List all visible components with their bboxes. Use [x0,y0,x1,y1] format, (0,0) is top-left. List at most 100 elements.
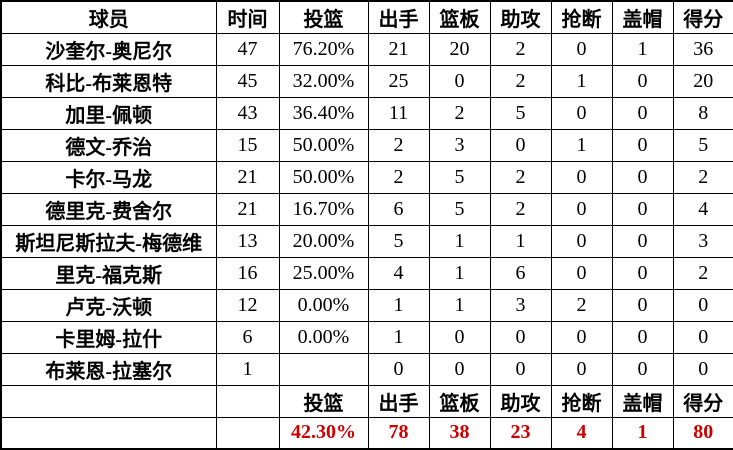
cell-steals: 0 [550,96,613,130]
table-row: 科比-布莱恩特 45 32.00% 25 0 2 1 0 20 [0,64,733,98]
table-row: 里克-福克斯 16 25.00% 4 1 6 0 0 2 [0,256,733,290]
cell-minutes: 21 [215,160,280,194]
cell-fg-pct: 76.20% [278,32,369,66]
table-row: 加里-佩顿 43 36.40% 11 2 5 0 0 8 [0,96,733,130]
cell-steals: 1 [550,128,613,162]
cell-rebounds: 0 [428,64,491,98]
cell-minutes: 45 [215,64,280,98]
cell-minutes: 6 [215,320,280,354]
summary-label-player [0,384,217,418]
cell-rebounds: 1 [428,256,491,290]
table-row: 卡尔-马龙 21 50.00% 2 5 2 0 0 2 [0,160,733,194]
cell-rebounds: 1 [428,288,491,322]
summary-label-attempts: 出手 [367,384,430,418]
cell-blocks: 0 [611,288,674,322]
cell-fg-pct: 0.00% [278,320,369,354]
summary-label-rebounds: 篮板 [428,384,491,418]
cell-assists: 6 [489,256,552,290]
total-attempts: 78 [367,416,430,450]
cell-fg-pct: 0.00% [278,288,369,322]
cell-fg-pct: 20.00% [278,224,369,258]
cell-points: 8 [672,96,733,130]
cell-rebounds: 5 [428,192,491,226]
cell-blocks: 0 [611,256,674,290]
cell-fg-pct: 25.00% [278,256,369,290]
summary-label-fg-pct: 投篮 [278,384,369,418]
summary-label-row: 投篮 出手 篮板 助攻 抢断 盖帽 得分 [0,384,733,418]
cell-assists: 0 [489,352,552,386]
cell-player: 科比-布莱恩特 [0,64,217,98]
cell-player: 沙奎尔-奥尼尔 [0,32,217,66]
cell-rebounds: 20 [428,32,491,66]
summary-label-points: 得分 [672,384,733,418]
cell-blocks: 0 [611,224,674,258]
cell-fg-pct: 50.00% [278,128,369,162]
cell-assists: 2 [489,32,552,66]
summary-label-minutes [215,384,280,418]
cell-steals: 0 [550,32,613,66]
summary-label-blocks: 盖帽 [611,384,674,418]
total-assists: 23 [489,416,552,450]
cell-rebounds: 2 [428,96,491,130]
column-header-fg-pct: 投篮 [278,0,369,34]
total-minutes [215,416,280,450]
cell-attempts: 2 [367,160,430,194]
cell-minutes: 43 [215,96,280,130]
cell-assists: 0 [489,128,552,162]
cell-blocks: 0 [611,64,674,98]
cell-assists: 2 [489,192,552,226]
cell-fg-pct: 32.00% [278,64,369,98]
cell-points: 20 [672,64,733,98]
cell-player: 斯坦尼斯拉夫-梅德维 [0,224,217,258]
cell-minutes: 13 [215,224,280,258]
cell-minutes: 15 [215,128,280,162]
table-row: 卢克-沃顿 12 0.00% 1 1 3 2 0 0 [0,288,733,322]
cell-minutes: 1 [215,352,280,386]
total-fg-pct: 42.30% [278,416,369,450]
cell-steals: 0 [550,256,613,290]
total-points: 80 [672,416,733,450]
cell-player: 德里克-费舍尔 [0,192,217,226]
column-header-attempts: 出手 [367,0,430,34]
cell-assists: 1 [489,224,552,258]
total-steals: 4 [550,416,613,450]
table-row: 布莱恩-拉塞尔 1 0 0 0 0 0 0 [0,352,733,386]
header-row: 球员 时间 投篮 出手 篮板 助攻 抢断 盖帽 得分 [0,0,733,34]
cell-attempts: 21 [367,32,430,66]
cell-assists: 0 [489,320,552,354]
cell-minutes: 21 [215,192,280,226]
summary-label-steals: 抢断 [550,384,613,418]
column-header-rebounds: 篮板 [428,0,491,34]
cell-points: 2 [672,160,733,194]
cell-attempts: 1 [367,320,430,354]
cell-fg-pct: 16.70% [278,192,369,226]
cell-attempts: 6 [367,192,430,226]
cell-steals: 0 [550,160,613,194]
cell-fg-pct [278,352,369,386]
cell-rebounds: 1 [428,224,491,258]
cell-points: 5 [672,128,733,162]
cell-player: 卡尔-马龙 [0,160,217,194]
totals-row: 42.30% 78 38 23 4 1 80 [0,416,733,450]
cell-points: 0 [672,320,733,354]
cell-player: 布莱恩-拉塞尔 [0,352,217,386]
cell-blocks: 0 [611,352,674,386]
cell-attempts: 5 [367,224,430,258]
cell-assists: 2 [489,160,552,194]
cell-fg-pct: 36.40% [278,96,369,130]
cell-assists: 5 [489,96,552,130]
cell-player: 加里-佩顿 [0,96,217,130]
cell-blocks: 0 [611,192,674,226]
column-header-minutes: 时间 [215,0,280,34]
column-header-assists: 助攻 [489,0,552,34]
cell-steals: 2 [550,288,613,322]
cell-minutes: 16 [215,256,280,290]
cell-blocks: 1 [611,32,674,66]
cell-rebounds: 0 [428,352,491,386]
cell-attempts: 2 [367,128,430,162]
cell-blocks: 0 [611,96,674,130]
column-header-steals: 抢断 [550,0,613,34]
total-player [0,416,217,450]
